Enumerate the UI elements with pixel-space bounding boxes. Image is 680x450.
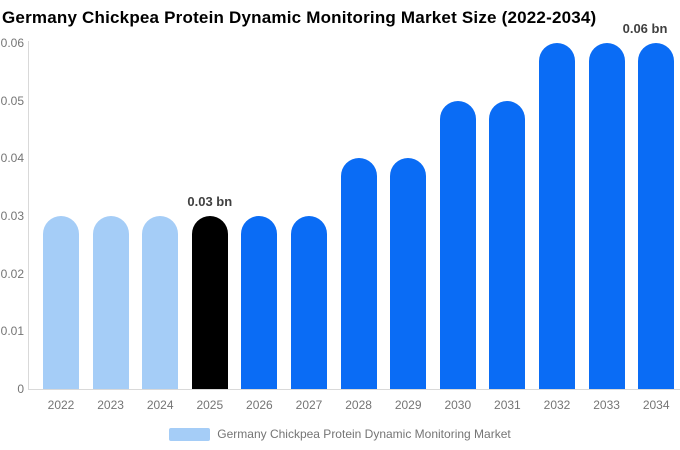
x-tick-label-2029: 2029 xyxy=(394,398,422,412)
bar-2034[interactable] xyxy=(638,43,675,389)
bar-2029[interactable] xyxy=(390,158,427,389)
y-tick-label-0.01: 0.01 xyxy=(0,324,24,339)
x-tick-label-2025: 2025 xyxy=(196,398,224,412)
x-tick-label-2031: 2031 xyxy=(494,398,521,412)
chart-title: Germany Chickpea Protein Dynamic Monitor… xyxy=(2,8,597,27)
bar-2030[interactable] xyxy=(439,100,476,389)
legend[interactable]: Germany Chickpea Protein Dynamic Monitor… xyxy=(0,427,680,441)
bar-value-label-2025: 0.03 bn xyxy=(187,194,233,209)
bar-value-label-2034: 0.06 bn xyxy=(622,21,668,36)
bar-2031[interactable] xyxy=(489,100,526,389)
bar-2032[interactable] xyxy=(539,43,575,389)
x-tick-label-2028: 2028 xyxy=(345,398,372,412)
y-axis-line xyxy=(28,41,29,390)
x-tick-label-2024: 2024 xyxy=(146,398,174,412)
bar-2025[interactable] xyxy=(191,216,228,389)
plot-area xyxy=(28,43,680,389)
x-tick-label-2022: 2022 xyxy=(47,398,75,412)
x-axis-line xyxy=(28,389,680,390)
bar-2026[interactable] xyxy=(241,216,278,389)
y-tick-label-0.03: 0.03 xyxy=(0,209,24,223)
x-tick-label-2032: 2032 xyxy=(543,398,571,412)
x-tick-label-2023: 2023 xyxy=(97,398,124,412)
bar-2027[interactable] xyxy=(291,216,327,389)
y-tick-label-0.02: 0.02 xyxy=(0,266,24,281)
bar-2022[interactable] xyxy=(43,216,79,389)
x-tick-label-2027: 2027 xyxy=(295,398,323,412)
bar-2033[interactable] xyxy=(588,43,625,389)
y-tick-label-0.05: 0.05 xyxy=(0,93,24,108)
y-tick-label-0.04: 0.04 xyxy=(0,151,24,166)
bar-2024[interactable] xyxy=(142,216,179,389)
x-tick-label-2026: 2026 xyxy=(246,398,273,412)
bar-2028[interactable] xyxy=(340,158,377,389)
y-tick-label-0: 0 xyxy=(17,382,24,396)
x-tick-label-2030: 2030 xyxy=(444,398,472,412)
x-tick-label-2033: 2033 xyxy=(593,398,620,412)
y-tick-label-0.06: 0.06 xyxy=(0,36,24,50)
x-tick-label-2034: 2034 xyxy=(642,398,670,412)
bar-2023[interactable] xyxy=(92,216,129,389)
legend-swatch xyxy=(169,427,211,441)
legend-label: Germany Chickpea Protein Dynamic Monitor… xyxy=(217,427,511,441)
